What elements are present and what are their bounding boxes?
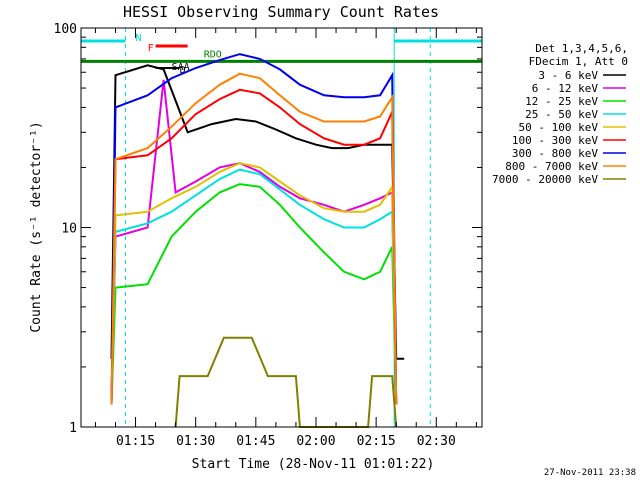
x-tick-label: 02:00 — [296, 434, 335, 449]
legend-header-line-1: Det 1,3,4,5,6, — [535, 42, 628, 55]
series-line — [174, 336, 398, 428]
series-line — [110, 79, 398, 405]
series-line — [110, 64, 405, 360]
y-axis-label: Count Rate (s⁻¹ detector⁻¹) — [29, 121, 44, 332]
legend-header-line-2: FDecim 1, Att 0 — [529, 55, 628, 68]
legend-item-label: 12 - 25 keV — [525, 95, 598, 108]
x-tick-label: 01:45 — [236, 434, 275, 449]
y-tick-label: 100 — [54, 22, 77, 37]
timestamp: 27-Nov-2011 23:38 — [544, 468, 636, 478]
legend-item-label: 25 - 50 keV — [525, 108, 598, 121]
x-axis-label: Start Time (28-Nov-11 01:01:22) — [192, 457, 435, 472]
flag-label: RDO — [204, 49, 222, 60]
series-line — [110, 53, 398, 405]
y-tick-label: 1 — [69, 421, 77, 436]
chart-title: HESSI Observing Summary Count Rates — [123, 3, 439, 21]
series-line — [110, 183, 398, 405]
legend-item-label: 6 - 12 keV — [532, 82, 599, 95]
flag-label: F — [148, 43, 154, 54]
series-line — [110, 168, 398, 405]
legend-item-label: 300 - 800 keV — [512, 147, 598, 160]
legend: Det 1,3,4,5,6, FDecim 1, Att 0 3 - 6 keV… — [492, 42, 628, 186]
legend-item-label: 3 - 6 keV — [538, 69, 598, 82]
series-line — [110, 88, 398, 405]
legend-item-label: 800 - 7000 keV — [505, 160, 598, 173]
series-line — [110, 72, 398, 405]
x-tick-label: 02:30 — [417, 434, 456, 449]
x-tick-label: 01:15 — [116, 434, 155, 449]
x-tick-label: 01:30 — [176, 434, 215, 449]
y-tick-label: 10 — [61, 222, 77, 237]
legend-item-label: 50 - 100 keV — [519, 121, 599, 134]
legend-item-label: 7000 - 20000 keV — [492, 173, 598, 186]
series-line — [110, 162, 398, 405]
flag-label: D — [180, 65, 186, 76]
flag-label: SAA — [172, 62, 190, 73]
legend-item-label: 100 - 300 keV — [512, 134, 598, 147]
axes: 1 10 100 01:15 01:30 01:45 02:00 02:15 02:30 — [54, 22, 482, 449]
x-tick-label: 02:15 — [357, 434, 396, 449]
flag-label: N — [136, 33, 142, 44]
plot-frame — [80, 27, 483, 428]
